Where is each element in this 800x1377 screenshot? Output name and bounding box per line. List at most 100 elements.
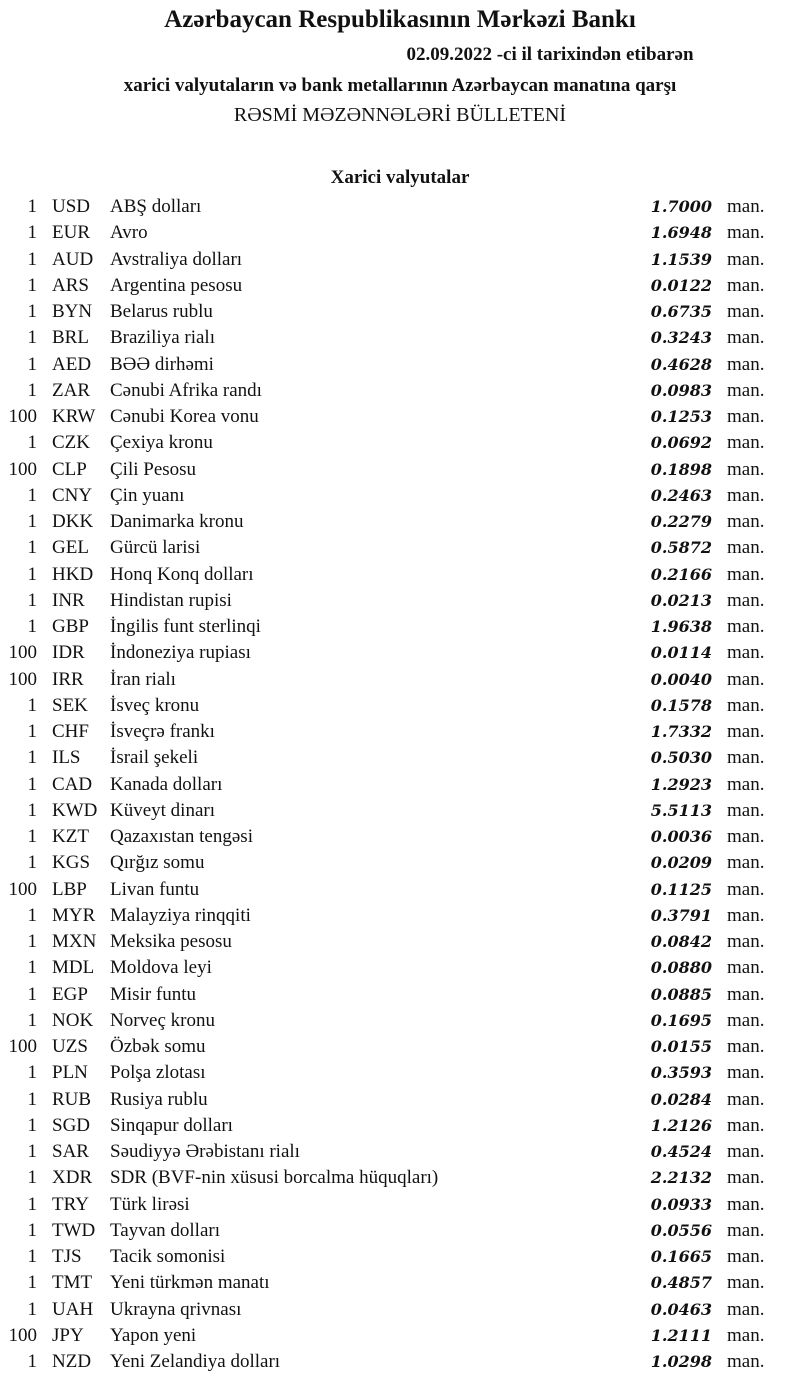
currency-code: CLP — [52, 458, 87, 480]
currency-code: AUD — [52, 248, 94, 270]
currency-code: RUB — [52, 1088, 92, 1110]
currency-name: Tacik somonisi — [110, 1246, 226, 1267]
rate-amount: 1 — [27, 353, 38, 375]
currency-name: Türk lirəsi — [110, 1193, 190, 1215]
rate-value: 0.3243 — [650, 328, 712, 348]
currency-code: ZAR — [52, 379, 90, 401]
rate-value: 0.0284 — [650, 1089, 712, 1109]
currency-code: HKD — [52, 563, 94, 585]
unit-label: man. — [727, 537, 765, 559]
currency-name: İsveç kronu — [110, 694, 200, 716]
currency-name: Braziliya rialı — [110, 327, 215, 349]
currency-name: Norveç kronu — [110, 1009, 215, 1031]
unit-label: man. — [727, 983, 765, 1005]
currency-name: Qazaxıstan tengəsi — [110, 826, 253, 847]
currency-name: İndoneziya rupiası — [110, 642, 251, 664]
currency-name: Honq Konq dolları — [110, 563, 254, 585]
currency-code: MDL — [52, 957, 95, 979]
rate-value: 0.0556 — [650, 1220, 712, 1240]
unit-label: man. — [727, 1219, 765, 1241]
rate-amount: 1 — [27, 773, 38, 795]
unit-label: man. — [727, 1141, 765, 1162]
table-row: 1 KGS Qırğız somu 0.0209 man. — [0, 850, 800, 876]
unit-label: man. — [727, 432, 765, 454]
unit-label: man. — [727, 563, 765, 585]
currency-name: Küveyt dinarı — [110, 799, 216, 821]
currency-name: Tayvan dolları — [110, 1219, 220, 1241]
unit-label: man. — [727, 1088, 765, 1110]
unit-label: man. — [727, 406, 765, 427]
unit-label: man. — [727, 878, 765, 900]
table-row: 100 UZS Özbək somu 0.0155 man. — [0, 1034, 800, 1060]
rate-amount: 1 — [27, 721, 38, 742]
rate-value: 1.2111 — [650, 1325, 712, 1345]
table-row: 100 CLP Çili Pesosu 0.1898 man. — [0, 457, 800, 483]
currency-code: DKK — [52, 511, 94, 532]
rate-value: 1.2126 — [650, 1115, 712, 1135]
currency-name: Belarus rublu — [110, 301, 213, 322]
unit-label: man. — [727, 222, 765, 244]
rate-amount: 1 — [27, 1009, 38, 1031]
unit-label: man. — [727, 642, 765, 664]
currency-code: NOK — [52, 1009, 94, 1031]
unit-label: man. — [727, 1298, 765, 1320]
currency-code: EUR — [52, 222, 90, 244]
currency-code: UZS — [52, 1036, 88, 1057]
currency-name: İngilis funt sterlinqi — [110, 616, 261, 637]
rate-value: 0.0842 — [650, 932, 712, 951]
table-row: 1 BYN Belarus rublu 0.6735 man. — [0, 299, 800, 325]
rate-value: 0.0114 — [650, 643, 712, 663]
table-row: 100 IRR İran rialı 0.0040 man. — [0, 667, 800, 693]
currency-code: UAH — [52, 1298, 94, 1320]
currency-code: USD — [52, 196, 91, 217]
currency-name: Avro — [110, 222, 148, 244]
currency-name: Argentina pesosu — [110, 274, 243, 296]
rate-amount: 1 — [27, 511, 38, 532]
unit-label: man. — [727, 826, 765, 847]
unit-label: man. — [727, 379, 765, 401]
rate-amount: 1 — [27, 589, 38, 611]
table-row: 1 HKD Honq Konq dolları 0.2166 man. — [0, 562, 800, 588]
table-row: 1 DKK Danimarka kronu 0.2279 man. — [0, 509, 800, 535]
unit-label: man. — [727, 668, 765, 690]
rate-value: 1.9638 — [650, 617, 712, 636]
table-row: 1 AED BƏƏ dirhəmi 0.4628 man. — [0, 352, 800, 378]
rate-amount: 1 — [27, 983, 38, 1005]
currency-code: TWD — [52, 1219, 96, 1241]
currency-name: Cənubi Afrika randı — [110, 379, 262, 401]
rate-value: 0.0692 — [650, 433, 712, 453]
currency-name: Qırğız somu — [110, 852, 205, 874]
rate-value: 0.0155 — [650, 1037, 712, 1056]
rate-amount: 1 — [27, 799, 38, 821]
rate-value: 2.2132 — [650, 1168, 712, 1188]
rate-value: 0.3593 — [650, 1063, 712, 1083]
rate-value: 1.7000 — [650, 197, 712, 216]
rate-value: 0.0885 — [650, 984, 712, 1004]
unit-label: man. — [727, 353, 765, 375]
table-row: 1 TMT Yeni türkmən manatı 0.4857 man. — [0, 1270, 800, 1296]
currency-name: Hindistan rupisi — [110, 589, 232, 611]
currency-code: CZK — [52, 432, 90, 454]
unit-label: man. — [727, 747, 765, 769]
currency-name: Çili Pesosu — [110, 458, 197, 480]
currency-code: JPY — [52, 1324, 84, 1346]
rate-amount: 1 — [27, 301, 38, 322]
table-row: 1 SEK İsveç kronu 0.1578 man. — [0, 693, 800, 719]
table-row: 1 TRY Türk lirəsi 0.0933 man. — [0, 1192, 800, 1218]
rate-value: 0.0983 — [650, 380, 712, 400]
unit-label: man. — [727, 1272, 765, 1294]
rate-amount: 1 — [27, 1088, 38, 1110]
currency-name: Rusiya rublu — [110, 1088, 208, 1110]
rate-amount: 100 — [8, 1036, 38, 1057]
table-row: 1 UAH Ukrayna qrivnası 0.0463 man. — [0, 1297, 800, 1323]
rate-amount: 100 — [8, 458, 38, 480]
rate-amount: 1 — [27, 1219, 38, 1241]
rate-amount: 1 — [27, 1193, 38, 1215]
currency-code: AED — [52, 353, 92, 375]
currency-name: Kanada dolları — [110, 773, 223, 795]
unit-label: man. — [727, 327, 765, 349]
currency-name: ABŞ dolları — [110, 196, 202, 217]
rate-amount: 1 — [27, 694, 38, 716]
rate-amount: 1 — [27, 1114, 38, 1136]
currency-name: Moldova leyi — [110, 957, 212, 979]
